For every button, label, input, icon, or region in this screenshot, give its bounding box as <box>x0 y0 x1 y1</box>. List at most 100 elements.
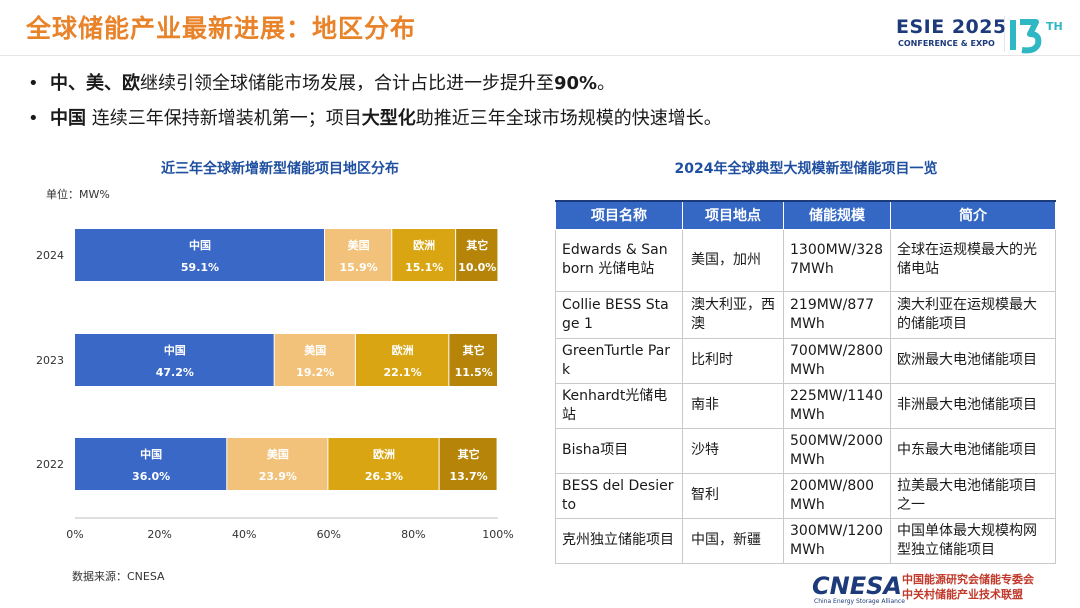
bar-series-label: 美国 <box>348 238 370 252</box>
bar-series-label: 欧洲 <box>392 343 414 357</box>
cnesa-logo-sub: China Energy Storage Alliance <box>814 598 905 605</box>
x-tick-label: 20% <box>147 528 171 541</box>
bullet-text: 连续三年保持新增装机第一；项目 <box>86 108 362 129</box>
esie-logo: ESIE 2025 CONFERENCE & EXPO <box>896 16 1006 52</box>
x-tick-label: 40% <box>232 528 256 541</box>
bar-value-label: 10.0% <box>458 261 496 274</box>
table-cell: 219MW/877MWh <box>783 290 891 339</box>
table-cell: 300MW/1200MWh <box>783 517 891 564</box>
x-tick-label: 80% <box>401 528 425 541</box>
bullet-strong: 大型化 <box>361 108 416 129</box>
header-bar: 全球储能产业最新进展：地区分布 ESIE 2025 CONFERENCE & E… <box>0 0 1080 56</box>
bar-series-label: 中国 <box>140 447 162 461</box>
table-cell: 中东最大电池储能项目 <box>890 427 1056 474</box>
bar-segment <box>392 229 456 281</box>
chart-unit-label: 单位：MW% <box>46 188 110 201</box>
table-cell: 比利时 <box>682 337 784 384</box>
table-header-cell: 简介 <box>890 200 1056 230</box>
table-cell: 700MW/2800MWh <box>783 337 891 384</box>
bar-value-label: 11.5% <box>455 366 493 379</box>
bar-segment <box>75 334 274 386</box>
table-cell: Bisha项目 <box>555 427 683 474</box>
table-cell: 美国，加州 <box>682 228 784 292</box>
table-cell: 克州独立储能项目 <box>555 517 683 564</box>
bar-segment <box>227 438 328 490</box>
table-cell: 澳大利亚在运规模最大的储能项目 <box>890 290 1056 339</box>
y-category-label: 2024 <box>36 249 64 262</box>
bar-series-label: 美国 <box>304 343 326 357</box>
table-row: 克州独立储能项目 中国，新疆 300MW/1200MWh 中国单体最大规模构网型… <box>555 517 1056 564</box>
table-cell: 225MW/1140MWh <box>783 382 891 429</box>
table-cell: 全球在运规模最大的光储电站 <box>890 228 1056 292</box>
bar-segment <box>355 334 449 386</box>
table-cell: 南非 <box>682 382 784 429</box>
bar-value-label: 19.2% <box>296 366 334 379</box>
bullet-item: • 中、美、欧继续引领全球储能市场发展，合计占比进一步提升至90%。 <box>24 66 1064 101</box>
bullet-lead: 中国 <box>50 108 86 129</box>
bar-segment <box>328 438 439 490</box>
bar-series-label: 欧洲 <box>373 447 395 461</box>
table-row: Edwards & Sanborn 光储电站 美国，加州 1300MW/3287… <box>555 228 1056 292</box>
table-row: GreenTurtle Park 比利时 700MW/2800MWh 欧洲最大电… <box>555 337 1056 384</box>
table-cell: BESS del Desierto <box>555 472 683 519</box>
bar-value-label: 15.1% <box>405 261 443 274</box>
esie-logo-sub: CONFERENCE & EXPO <box>898 39 995 48</box>
table-cell: 欧洲最大电池储能项目 <box>890 337 1056 384</box>
bar-series-label: 其它 <box>466 238 488 252</box>
bullet-strong: 90% <box>554 73 598 94</box>
table-cell: 拉美最大电池储能项目之一 <box>890 472 1056 519</box>
cnesa-org-line: 中关村储能产业技术联盟 <box>902 588 1023 601</box>
y-category-label: 2023 <box>36 354 64 367</box>
bullet-list: • 中、美、欧继续引领全球储能市场发展，合计占比进一步提升至90%。 • 中国 … <box>24 66 1064 136</box>
cnesa-org-name: 中国能源研究会储能专委会 中关村储能产业技术联盟 <box>902 572 1034 602</box>
table-row: Bisha项目 沙特 500MW/2000MWh 中东最大电池储能项目 <box>555 427 1056 474</box>
cnesa-org-line: 中国能源研究会储能专委会 <box>902 573 1034 586</box>
slide-title: 全球储能产业最新进展：地区分布 <box>26 14 417 43</box>
region-distribution-chart: 0% 20% 40% 60% 80% 100% 2024 中国 59.1% 美国 15.9% 欧洲 15… <box>36 229 514 541</box>
y-category-label: 2022 <box>36 458 64 471</box>
project-table: 项目名称 项目地点 储能规模 简介 Edwards & Sanborn 光储电站… <box>555 200 1056 564</box>
cnesa-logo-mark: CNESA <box>812 572 902 600</box>
chart-title: 近三年全球新增新型储能项目地区分布 <box>161 161 399 177</box>
bar-series-label: 中国 <box>164 343 186 357</box>
table-row: Kenhardt光储电站 南非 225MW/1140MWh 非洲最大电池储能项目 <box>555 382 1056 429</box>
bar-segment <box>324 229 392 281</box>
table-cell: Kenhardt光储电站 <box>555 382 683 429</box>
table-cell: 非洲最大电池储能项目 <box>890 382 1056 429</box>
bar-value-label: 15.9% <box>340 261 378 274</box>
bullet-item: • 中国 连续三年保持新增装机第一；项目大型化助推近三年全球市场规模的快速增长。 <box>24 101 1064 136</box>
bar-series-label: 其它 <box>458 447 480 461</box>
bar-value-label: 23.9% <box>259 470 297 483</box>
bar-segment <box>439 438 497 490</box>
svg-text:TH: TH <box>1046 20 1063 33</box>
chart-source: 数据来源：CNESA <box>72 570 165 583</box>
bar-segment <box>274 334 355 386</box>
esie-logo-name: ESIE 2025 <box>896 16 1007 38</box>
x-tick-label: 100% <box>482 528 513 541</box>
table-cell: 智利 <box>682 472 784 519</box>
bar-value-label: 26.3% <box>365 470 403 483</box>
bar-value-label: 22.1% <box>384 366 422 379</box>
x-tick-label: 0% <box>66 528 83 541</box>
table-cell: 中国，新疆 <box>682 517 784 564</box>
bar-value-label: 59.1% <box>181 261 219 274</box>
bullet-dot-icon: • <box>28 108 39 129</box>
x-tick-label: 60% <box>317 528 341 541</box>
bullet-lead: 中、美、欧 <box>50 73 140 94</box>
table-cell: Edwards & Sanborn 光储电站 <box>555 228 683 292</box>
bar-segment <box>449 334 497 386</box>
bullet-dot-icon: • <box>28 73 39 94</box>
bar-series-label: 欧洲 <box>413 238 435 252</box>
bar-series-label: 美国 <box>267 447 289 461</box>
table-cell: 500MW/2000MWh <box>783 427 891 474</box>
bar-segment <box>75 438 227 490</box>
bar-segment <box>75 229 324 281</box>
bar-value-label: 47.2% <box>156 366 194 379</box>
bar-series-label: 中国 <box>189 238 211 252</box>
bar-value-label: 36.0% <box>132 470 170 483</box>
table-cell: 澳大利亚，西澳 <box>682 290 784 339</box>
table-cell: GreenTurtle Park <box>555 337 683 384</box>
table-header-cell: 储能规模 <box>783 200 891 230</box>
bar-series-label: 其它 <box>463 343 485 357</box>
table-row: BESS del Desierto 智利 200MW/800MWh 拉美最大电池… <box>555 472 1056 519</box>
